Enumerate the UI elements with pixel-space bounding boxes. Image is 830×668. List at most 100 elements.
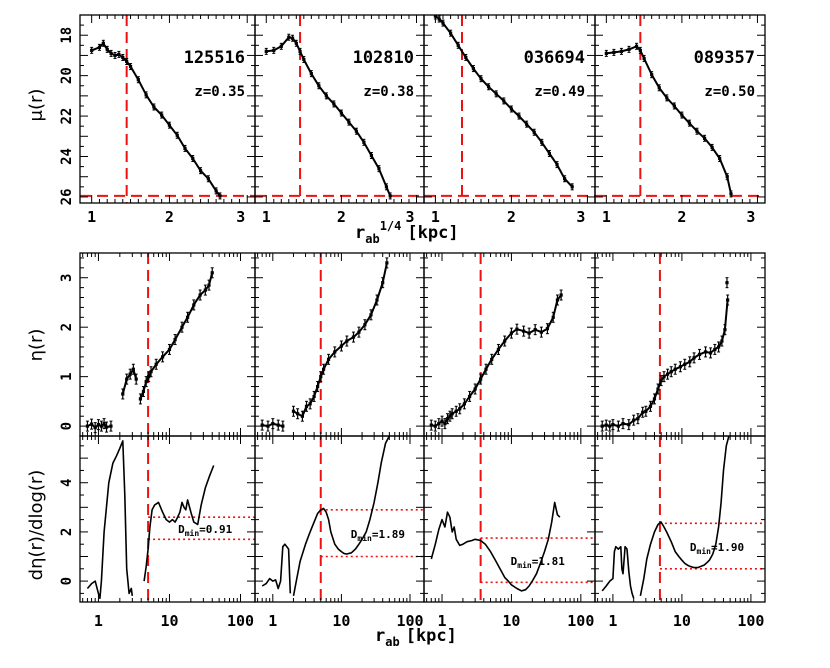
data-point <box>312 394 316 399</box>
data-point <box>725 175 729 179</box>
data-point <box>471 66 475 71</box>
bottom-xlabel-sub: ab <box>385 635 399 649</box>
ylabel-mu: μ(r) <box>26 89 47 122</box>
top-xlabel-sub: ab <box>365 232 379 246</box>
data-point <box>726 298 730 302</box>
bottom-xlabel-unit: [kpc] <box>406 626 457 646</box>
data-point <box>183 146 187 151</box>
dmin-sub: min <box>517 560 532 570</box>
x-tick-label: 1 <box>94 612 103 630</box>
data-point <box>134 377 138 381</box>
y-tick-label: 2 <box>59 528 75 536</box>
data-point <box>385 261 389 265</box>
data-point <box>308 402 312 406</box>
data-point <box>659 379 663 383</box>
data-point <box>136 78 140 82</box>
data-point <box>369 153 374 158</box>
data-point <box>627 47 631 51</box>
data-point <box>547 151 551 156</box>
data-point <box>604 423 608 427</box>
data-point <box>363 323 367 327</box>
data-point <box>687 121 692 125</box>
data-point <box>612 50 616 54</box>
data-point <box>109 424 113 428</box>
data-point <box>650 73 654 77</box>
data-point <box>570 185 574 189</box>
data-point <box>369 313 373 317</box>
panel-derivative-036694 <box>430 436 595 602</box>
data-point <box>290 36 295 40</box>
data-point <box>509 331 514 335</box>
series-line-125516-0 <box>91 42 221 197</box>
data-point <box>656 387 660 391</box>
data-point <box>191 156 195 161</box>
data-point <box>272 48 276 52</box>
data-point <box>632 418 636 422</box>
data-point <box>563 177 567 181</box>
data-point <box>708 351 713 355</box>
data-point <box>384 185 389 189</box>
dmin-d: D <box>351 528 358 541</box>
data-point <box>357 330 361 334</box>
dmin-annotation: Dmin=1.81 <box>511 555 566 570</box>
data-point <box>468 394 472 399</box>
data-point <box>464 55 468 60</box>
data-point <box>144 93 148 97</box>
data-point <box>458 407 462 411</box>
data-point <box>113 53 117 58</box>
data-point <box>317 84 321 88</box>
data-point <box>695 129 699 133</box>
data-point <box>149 370 153 374</box>
data-point <box>644 409 648 413</box>
data-point <box>559 293 563 297</box>
data-point <box>167 123 172 127</box>
redshift-label: z=0.50 <box>704 84 755 100</box>
data-point <box>619 49 624 53</box>
data-point <box>450 412 454 416</box>
data-point <box>375 298 379 302</box>
y-tick-label: 18 <box>59 27 75 44</box>
data-point <box>503 339 507 343</box>
axes-layer <box>79 14 766 603</box>
data-point <box>192 303 196 307</box>
data-point <box>101 41 105 45</box>
x-tick-label: 2 <box>677 208 686 226</box>
galaxy-id-label: 089357 <box>694 48 755 68</box>
x-tick-label: 1 <box>268 612 277 630</box>
data-point <box>692 356 696 360</box>
panel-derivative-102810 <box>261 436 424 602</box>
data-point <box>555 162 559 167</box>
bottom-xlabel: rab [kpc] <box>375 626 457 649</box>
data-point <box>377 167 381 171</box>
data-point <box>102 422 106 426</box>
data-point <box>545 327 550 331</box>
data-point <box>487 85 491 89</box>
data-point <box>616 424 620 428</box>
data-point <box>276 423 280 427</box>
data-point <box>316 384 320 389</box>
data-point <box>527 331 531 335</box>
data-point <box>604 51 608 56</box>
dmin-sub: min <box>357 533 372 543</box>
data-point <box>555 298 560 302</box>
x-tick-label: 1 <box>87 208 96 226</box>
data-point <box>539 330 543 334</box>
data-point <box>494 92 498 96</box>
data-point <box>716 345 721 349</box>
data-point <box>160 113 164 117</box>
data-point <box>160 355 165 359</box>
data-point <box>339 344 344 348</box>
data-point <box>104 425 109 429</box>
data-point <box>321 367 326 371</box>
series-line-089357-1 <box>639 436 730 597</box>
x-tick-label: 2 <box>507 208 516 226</box>
y-tick-label: 20 <box>59 67 75 84</box>
data-point <box>207 283 211 287</box>
data-point <box>203 288 207 292</box>
data-point <box>339 111 343 115</box>
data-point <box>490 357 494 361</box>
panel-surface-brightness-125516 <box>80 15 255 203</box>
data-point <box>180 325 184 329</box>
dmin-annotation: Dmin=1.90 <box>690 541 744 556</box>
